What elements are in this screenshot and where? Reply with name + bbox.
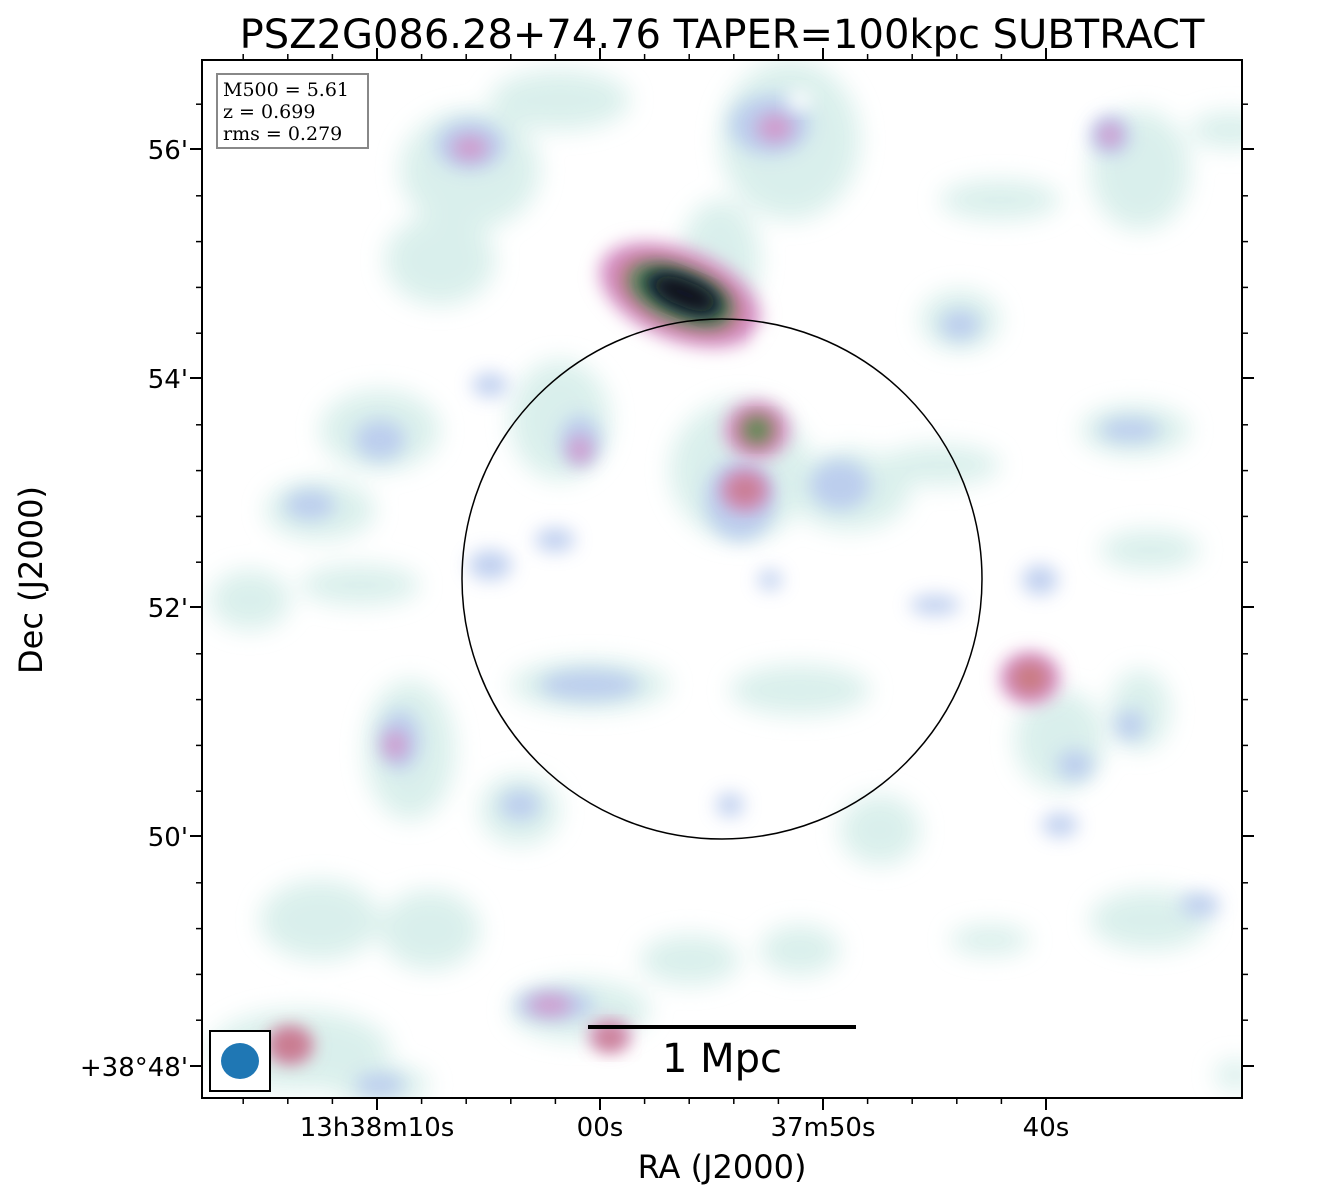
figure-title: PSZ2G086.28+74.76 TAPER=100kpc SUBTRACT bbox=[240, 12, 1205, 58]
x-tick-labels: 13h38m10s 00s 37m50s 40s bbox=[300, 1113, 1070, 1143]
x-axis-label: RA (J2000) bbox=[638, 1148, 807, 1186]
y-tick-label: 54' bbox=[148, 365, 188, 395]
scale-bar-label: 1 Mpc bbox=[662, 1036, 782, 1082]
y-axis-label: Dec (J2000) bbox=[12, 486, 50, 674]
x-tick-label: 00s bbox=[577, 1113, 624, 1143]
rms-text: rms = 0.279 bbox=[223, 123, 342, 145]
axis-ticks bbox=[190, 48, 1254, 1110]
x-tick-label: 37m50s bbox=[770, 1113, 875, 1143]
r500-circle bbox=[461, 318, 983, 840]
scale-bar: 1 Mpc bbox=[588, 1025, 856, 1082]
y-tick-label: 50' bbox=[148, 823, 188, 853]
y-tick-labels: 56' 54' 52' 50' +38°48' bbox=[80, 136, 188, 1083]
y-tick-label: 56' bbox=[148, 136, 188, 166]
beam-indicator bbox=[209, 1030, 271, 1092]
m500-text: M500 = 5.61 bbox=[223, 79, 349, 101]
x-tick-label: 13h38m10s bbox=[300, 1113, 455, 1143]
plot-frame bbox=[201, 59, 1243, 1099]
y-tick-label: +38°48' bbox=[80, 1053, 188, 1083]
redshift-text: z = 0.699 bbox=[223, 101, 315, 123]
radio-emission-image bbox=[210, 60, 1242, 1098]
y-tick-label: 52' bbox=[148, 594, 188, 624]
info-box: M500 = 5.61 z = 0.699 rms = 0.279 bbox=[216, 73, 369, 149]
beam-ellipse bbox=[221, 1043, 259, 1079]
x-tick-label: 40s bbox=[1023, 1113, 1070, 1143]
